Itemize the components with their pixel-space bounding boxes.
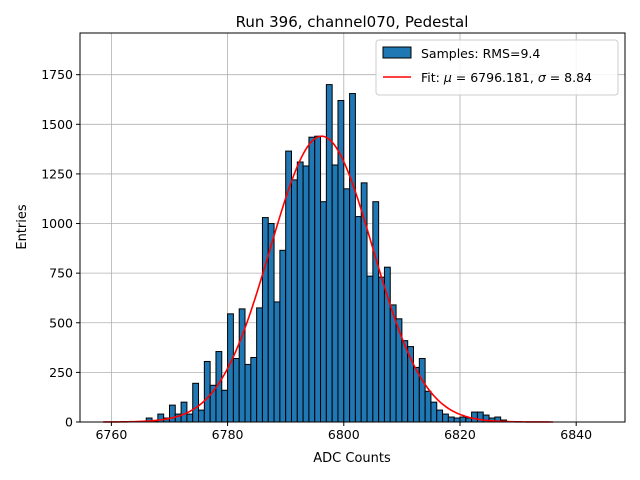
- histogram-bar: [180, 401, 188, 423]
- y-tick-label: 1000: [41, 216, 73, 231]
- legend: Samples: RMS=9.4 Fit: μ = 6796.181, σ = …: [375, 39, 619, 96]
- histogram-bar: [354, 216, 362, 423]
- histogram-bar: [302, 165, 310, 423]
- y-tick-label: 500: [49, 315, 73, 330]
- histogram-bar: [366, 275, 374, 423]
- histogram-bar: [465, 417, 473, 423]
- y-tick-label: 1750: [41, 67, 73, 82]
- histogram-bar: [261, 217, 269, 423]
- legend-fit-prefix: Fit:: [421, 70, 444, 85]
- legend-fit-mu-value: = 6796.181,: [452, 70, 538, 85]
- histogram-bar: [232, 357, 240, 423]
- histogram-bar: [447, 416, 455, 423]
- y-tick-label: 1500: [41, 117, 73, 132]
- histogram-bar: [430, 401, 438, 423]
- histogram-bar: [290, 179, 298, 423]
- histogram-bar: [238, 308, 246, 423]
- y-tick-label: 750: [49, 266, 73, 281]
- histogram-bar: [221, 389, 229, 423]
- histogram-bar: [279, 249, 287, 423]
- histogram-bar: [349, 93, 356, 423]
- x-tick-label: 6800: [328, 427, 360, 442]
- histogram-bar: [442, 413, 449, 423]
- legend-fit-sigma-symbol: σ: [538, 70, 547, 85]
- legend-samples-label: Samples: RMS=9.4: [421, 46, 540, 61]
- histogram-bar: [320, 201, 327, 423]
- y-tick-label: 0: [65, 415, 73, 430]
- legend-fit-sigma-value: = 8.84: [546, 70, 592, 85]
- histogram-bar: [453, 417, 461, 423]
- histogram-bar: [401, 340, 409, 423]
- histogram-bar: [308, 136, 316, 423]
- histogram-bar: [273, 301, 281, 423]
- histogram-bar: [372, 201, 380, 423]
- legend-fit-mu-symbol: μ: [443, 70, 452, 85]
- histogram-bar: [198, 409, 205, 423]
- histogram-bar: [389, 304, 397, 423]
- legend-fit-label: Fit: μ = 6796.181, σ = 8.84: [421, 70, 592, 85]
- histogram-bar: [203, 360, 211, 423]
- plot-frame: [79, 32, 626, 423]
- legend-box: [375, 39, 619, 96]
- chart-title: Run 396, channel070, Pedestal: [236, 13, 469, 31]
- x-tick-label: 6780: [212, 427, 244, 442]
- histogram-bar: [343, 188, 351, 423]
- x-tick-label: 6820: [444, 427, 476, 442]
- histogram-bar: [424, 390, 432, 423]
- histogram-bar: [192, 382, 200, 423]
- y-tick-label: 1250: [41, 166, 73, 181]
- x-axis-title: ADC Counts: [313, 451, 391, 466]
- histogram-bar: [186, 413, 194, 423]
- histogram-bars: [145, 84, 507, 423]
- y-axis-ticks: 0 250 500 750 1000 1250 1500 1750: [41, 67, 80, 430]
- histogram-bar: [331, 164, 339, 423]
- histogram-bar: [413, 366, 420, 423]
- histogram-bar: [314, 135, 322, 423]
- histogram-bar: [378, 276, 385, 423]
- x-axis-ticks: 6760 6780 6800 6820 6840: [95, 422, 592, 442]
- histogram-bar: [471, 411, 478, 423]
- histogram-bar: [459, 416, 467, 423]
- x-tick-label: 6840: [560, 427, 592, 442]
- histogram-bar: [296, 161, 304, 423]
- histogram-bar: [436, 409, 444, 423]
- y-tick-label: 250: [49, 365, 73, 380]
- y-axis-title: Entries: [15, 204, 30, 250]
- histogram-bar: [250, 356, 258, 423]
- gaussian-fit-curve: [103, 135, 553, 423]
- histogram-bar: [337, 99, 345, 423]
- legend-samples-swatch: [382, 46, 412, 59]
- histogram-bar: [256, 307, 263, 423]
- x-tick-label: 6760: [95, 427, 127, 442]
- histogram-bar: [418, 357, 426, 423]
- histogram-bar: [168, 404, 176, 423]
- histogram-bar: [244, 363, 252, 423]
- histogram-bar: [325, 84, 333, 423]
